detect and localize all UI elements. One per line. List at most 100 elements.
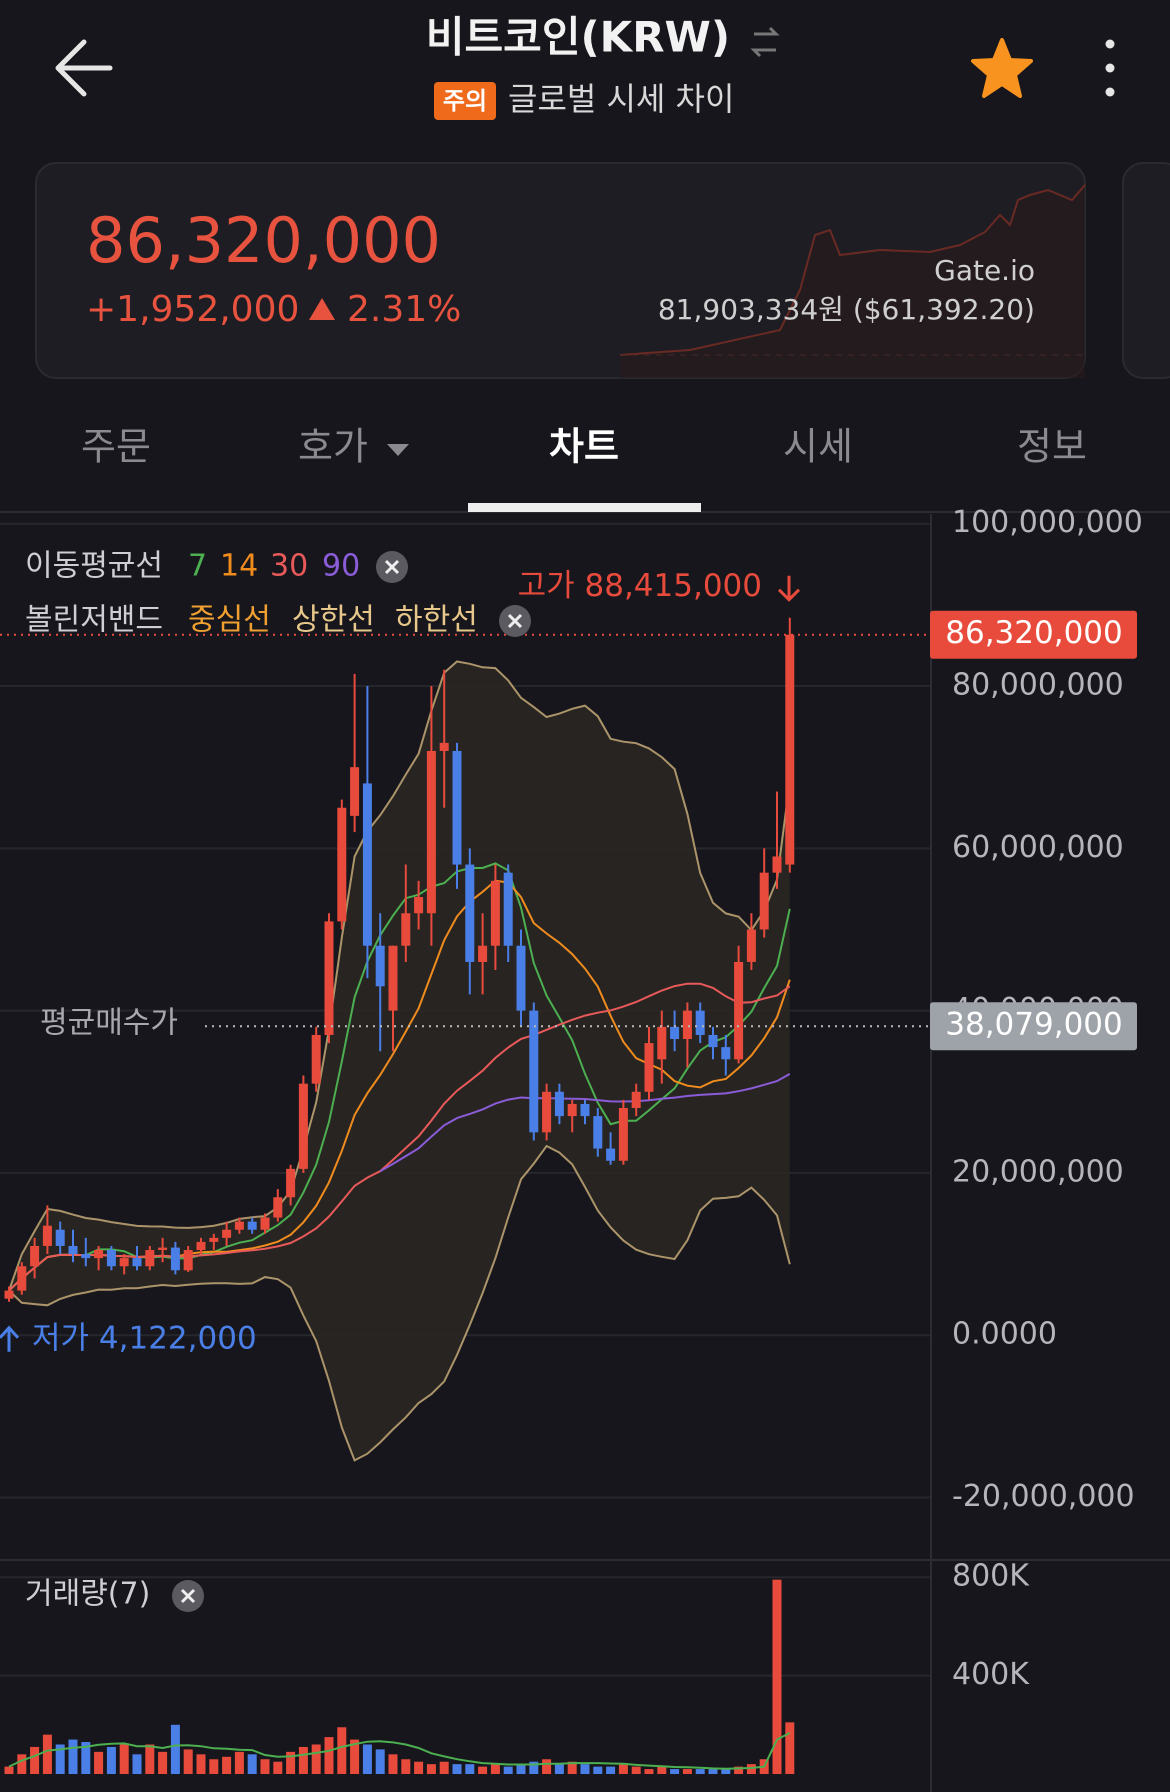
- candle-body: [247, 1221, 257, 1230]
- sparkline-area: [620, 185, 1085, 378]
- candle-body: [94, 1250, 104, 1259]
- bollinger-legend-title: 볼린저밴드: [25, 603, 163, 638]
- average-price-name: 평균매수가: [40, 1006, 178, 1041]
- candle-body: [337, 807, 347, 922]
- volume-bar: [682, 1769, 692, 1774]
- volume-bar: [708, 1769, 718, 1774]
- candle-body: [55, 1229, 65, 1246]
- favorite-star[interactable]: [971, 38, 1033, 98]
- candle-body: [388, 945, 398, 1011]
- volume-bar: [30, 1746, 40, 1774]
- volume-bar: [554, 1764, 564, 1774]
- next-card[interactable]: [1122, 162, 1170, 379]
- up-triangle: [309, 298, 335, 320]
- volume-bar: [222, 1756, 232, 1774]
- candle-body: [606, 1148, 616, 1161]
- candle-body: [375, 945, 385, 987]
- tab[interactable]: 주문: [81, 425, 151, 469]
- volume-bar: [273, 1761, 283, 1774]
- volume-bar: [503, 1766, 513, 1774]
- volume-bar: [260, 1759, 270, 1774]
- candle-body: [631, 1091, 641, 1109]
- low-arrow: [0, 1325, 20, 1352]
- candle-body: [452, 750, 462, 865]
- candle-body: [490, 880, 500, 946]
- volume-bar: [567, 1761, 577, 1774]
- volume-bar: [529, 1761, 539, 1774]
- candle-body: [695, 1010, 705, 1035]
- volume-bar: [465, 1764, 475, 1774]
- tab[interactable]: 호가: [298, 425, 368, 469]
- average-price-label: 38,079,000: [945, 1007, 1123, 1043]
- candle-body: [657, 1026, 667, 1060]
- bollinger-band: [9, 661, 790, 1461]
- y-tick-label: 80,000,000: [952, 668, 1124, 703]
- candle-body: [209, 1237, 219, 1242]
- volume-bar: [350, 1739, 360, 1774]
- volume-bar: [772, 1579, 782, 1774]
- volume-bar: [593, 1766, 603, 1774]
- candle-body: [273, 1197, 283, 1218]
- close-icon: [180, 1588, 196, 1604]
- volume-bar: [234, 1751, 244, 1774]
- close-icon: [507, 613, 523, 629]
- candle-body: [593, 1116, 603, 1149]
- volume-bar: [196, 1754, 206, 1774]
- candle-body: [17, 1266, 27, 1291]
- candle-body: [708, 1034, 718, 1048]
- candle-body: [554, 1091, 564, 1117]
- swap-icon[interactable]: [750, 26, 780, 58]
- tab[interactable]: 시세: [783, 425, 853, 469]
- volume-bar: [42, 1734, 52, 1774]
- volume-bar: [362, 1744, 372, 1774]
- candle-body: [42, 1225, 52, 1246]
- candle-body: [503, 872, 513, 946]
- volume-bar: [695, 1769, 705, 1774]
- candle-body: [170, 1247, 180, 1271]
- volume-bar: [298, 1746, 308, 1774]
- back-button[interactable]: [55, 39, 113, 97]
- average-price-tag: [930, 1002, 1137, 1051]
- volume-bar: [452, 1764, 462, 1774]
- volume-bar: [106, 1746, 116, 1774]
- candle-body: [414, 897, 424, 914]
- volume-bar: [644, 1769, 654, 1774]
- volume-bar: [145, 1744, 155, 1774]
- candle-body: [234, 1221, 244, 1230]
- global-price: 81,903,334원 ($61,392.20): [658, 293, 1035, 326]
- candle-body: [350, 767, 360, 816]
- more-menu[interactable]: [1105, 39, 1115, 97]
- candle-body: [567, 1103, 577, 1117]
- candle-body: [286, 1168, 296, 1198]
- candle-body: [478, 945, 488, 962]
- moving-average: [8, 982, 791, 1292]
- tab[interactable]: 정보: [1017, 425, 1087, 469]
- tab-active[interactable]: 차트: [549, 425, 619, 469]
- y-tick-label: 20,000,000: [952, 1154, 1124, 1189]
- price-change: +1,952,000: [86, 289, 299, 330]
- change-rate: 2.31%: [347, 289, 461, 330]
- volume-bar: [414, 1761, 424, 1774]
- volume-bar: [516, 1764, 526, 1774]
- candle-body: [145, 1250, 155, 1267]
- candle-body: [516, 945, 526, 1011]
- badge-text: 주의: [443, 87, 487, 115]
- volume-bar: [631, 1766, 641, 1774]
- volume-bar: [388, 1754, 398, 1774]
- bollinger-legend-item: 중심선: [188, 603, 271, 638]
- y-tick-label: 60,000,000: [952, 830, 1124, 865]
- candle-body: [119, 1258, 129, 1267]
- volume-bar: [170, 1724, 180, 1774]
- current-price-tag: [930, 610, 1137, 659]
- y-tick-label: 400K: [952, 1657, 1030, 1692]
- candle-body: [324, 921, 334, 1035]
- candle-body: [529, 1010, 539, 1133]
- low-label: 저가 4,122,000: [32, 1320, 257, 1356]
- subtitle[interactable]: 글로벌 시세 차이: [508, 80, 734, 118]
- volume-bar: [606, 1766, 616, 1774]
- volume-bar: [183, 1749, 193, 1774]
- volume-bar: [478, 1766, 488, 1774]
- close-icon: [384, 559, 400, 575]
- volume-bar: [785, 1722, 795, 1774]
